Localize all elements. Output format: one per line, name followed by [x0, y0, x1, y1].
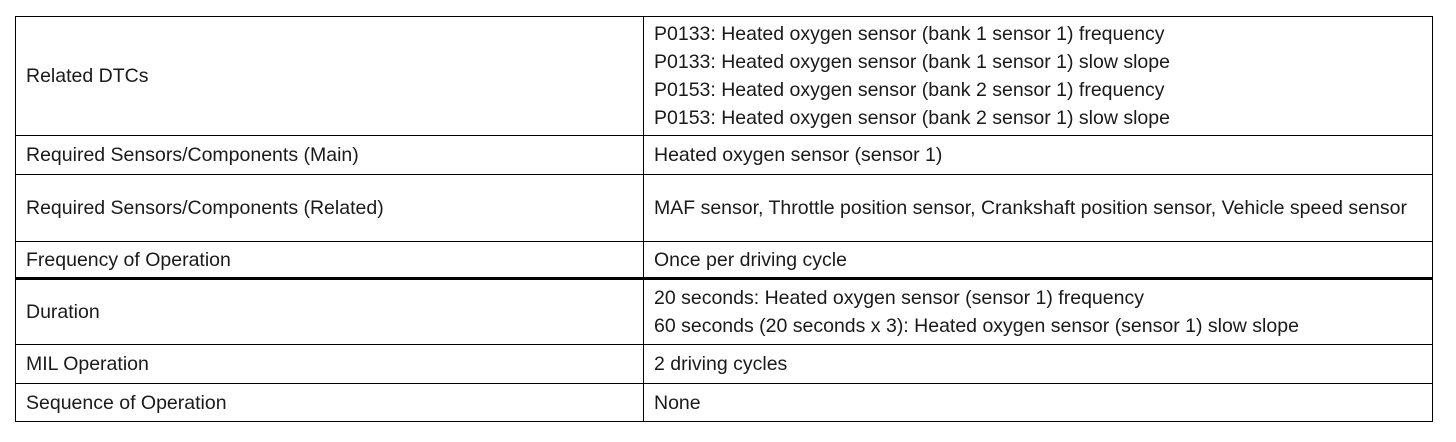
dtc-line: P0153: Heated oxygen sensor (bank 2 sens… — [654, 107, 1170, 129]
row-label-duration: Duration — [15, 277, 644, 345]
row-value-required-related: MAF sensor, Throttle position sensor, Cr… — [643, 174, 1433, 242]
value-line: 60 seconds (20 seconds x 3): Heated oxyg… — [654, 315, 1299, 337]
value-line: MAF sensor, Throttle position sensor, Cr… — [654, 197, 1407, 219]
row-value-required-main: Heated oxygen sensor (sensor 1) — [643, 135, 1433, 175]
dtc-line: P0153: Heated oxygen sensor (bank 2 sens… — [654, 79, 1165, 101]
row-value-sequence: None — [643, 383, 1433, 422]
row-label-required-related: Required Sensors/Components (Related) — [15, 174, 644, 242]
dtc-line: P0133: Heated oxygen sensor (bank 1 sens… — [654, 51, 1170, 73]
row-value-duration: 20 seconds: Heated oxygen sensor (sensor… — [643, 277, 1433, 345]
value-line: Heated oxygen sensor (sensor 1) — [654, 144, 943, 166]
row-value-related-dtcs: P0133: Heated oxygen sensor (bank 1 sens… — [643, 16, 1433, 136]
table-row: Required Sensors/Components (Main) Heate… — [15, 135, 1433, 175]
table-row: Duration 20 seconds: Heated oxygen senso… — [15, 277, 1433, 345]
monitor-specification-table: Related DTCs P0133: Heated oxygen sensor… — [15, 16, 1433, 422]
row-label-sequence: Sequence of Operation — [15, 383, 644, 422]
value-line: 2 driving cycles — [654, 353, 788, 375]
row-label-frequency: Frequency of Operation — [15, 241, 644, 279]
row-label-required-main: Required Sensors/Components (Main) — [15, 135, 644, 175]
value-line: 20 seconds: Heated oxygen sensor (sensor… — [654, 287, 1144, 309]
value-line: Once per driving cycle — [654, 248, 847, 271]
row-value-mil-operation: 2 driving cycles — [643, 344, 1433, 384]
table-row: Related DTCs P0133: Heated oxygen sensor… — [15, 16, 1433, 136]
row-label-related-dtcs: Related DTCs — [15, 16, 644, 136]
table-row: MIL Operation 2 driving cycles — [15, 344, 1433, 384]
table-row: Sequence of Operation None — [15, 383, 1433, 422]
value-line: None — [654, 391, 701, 414]
row-value-frequency: Once per driving cycle — [643, 241, 1433, 279]
table-row: Frequency of Operation Once per driving … — [15, 241, 1433, 279]
dtc-line: P0133: Heated oxygen sensor (bank 1 sens… — [654, 23, 1165, 45]
table-row: Required Sensors/Components (Related) MA… — [15, 174, 1433, 242]
row-label-mil-operation: MIL Operation — [15, 344, 644, 384]
